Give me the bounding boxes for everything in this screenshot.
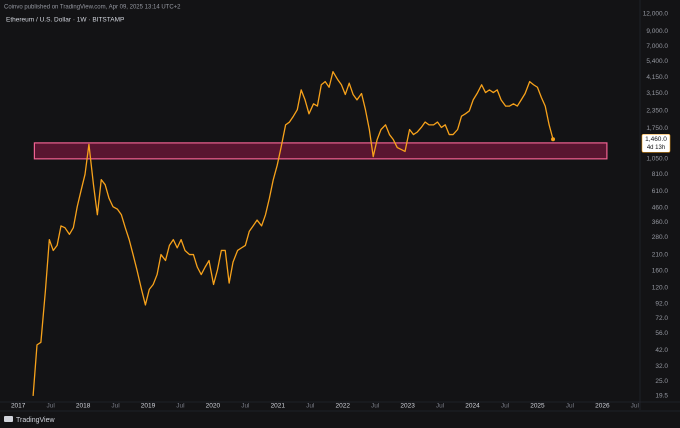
y-tick-label: 610.0 [652,188,669,195]
x-tick-label: 2025 [530,403,545,410]
x-tick-label: 2018 [76,403,91,410]
x-tick-label: 2021 [271,403,286,410]
y-tick-label: 2,350.0 [646,108,668,115]
y-tick-label: 210.0 [652,251,669,258]
x-tick-label: Jul [176,403,185,410]
price-tag-label: 1,460.0 [645,136,667,143]
x-tick-label: Jul [306,403,315,410]
y-tick-label: 9,000.0 [646,28,668,35]
tradingview-logo [4,416,13,422]
x-tick-label: 2019 [141,403,156,410]
y-tick-label: 19.5 [655,393,668,400]
y-tick-label: 5,400.0 [646,58,668,65]
y-tick-label: 120.0 [652,285,669,292]
y-tick-label: 7,000.0 [646,43,668,50]
last-point [551,137,556,142]
y-tick-label: 92.0 [655,300,668,307]
y-tick-label: 1,050.0 [646,156,668,163]
support-zone [33,142,608,160]
footer-brand: TradingView [16,417,55,424]
x-tick-label: 2017 [11,403,26,410]
y-tick-label: 12,000.0 [643,11,669,18]
y-tick-label: 280.0 [652,234,669,241]
y-tick-label: 4,150.0 [646,74,668,81]
y-tick-label: 25.0 [655,378,668,385]
symbol-title: Ethereum / U.S. Dollar · 1W · BITSTAMP [6,17,124,24]
x-tick-label: Jul [501,403,510,410]
x-tick-label: 2026 [595,403,610,410]
x-tick-label: 2022 [335,403,350,410]
price-tag-box [641,133,671,153]
x-tick-label: Jul [111,403,120,410]
publish-header: Coinvo published on TradingView.com, Apr… [4,5,181,11]
x-tick-label: Jul [46,403,55,410]
y-tick-label: 160.0 [652,267,669,274]
y-tick-label: 42.0 [655,347,668,354]
y-tick-label: 3,150.0 [646,90,668,97]
y-tick-label: 1,750.0 [646,125,668,132]
price-tag-countdown: 4d 13h [647,145,665,151]
x-tick-label: Jul [436,403,445,410]
y-tick-label: 810.0 [652,171,669,178]
y-tick-label: 32.0 [655,363,668,370]
y-tick-label: 360.0 [652,219,669,226]
y-tick-label: 56.0 [655,330,668,337]
x-tick-label: 2020 [206,403,221,410]
x-tick-label: Jul [631,403,640,410]
y-tick-label: 72.0 [655,315,668,322]
x-tick-label: 2023 [400,403,415,410]
y-tick-label: 460.0 [652,205,669,212]
x-tick-label: Jul [241,403,250,410]
price-line [32,71,554,396]
x-tick-label: Jul [566,403,575,410]
x-tick-label: Jul [371,403,380,410]
x-tick-label: 2024 [465,403,480,410]
